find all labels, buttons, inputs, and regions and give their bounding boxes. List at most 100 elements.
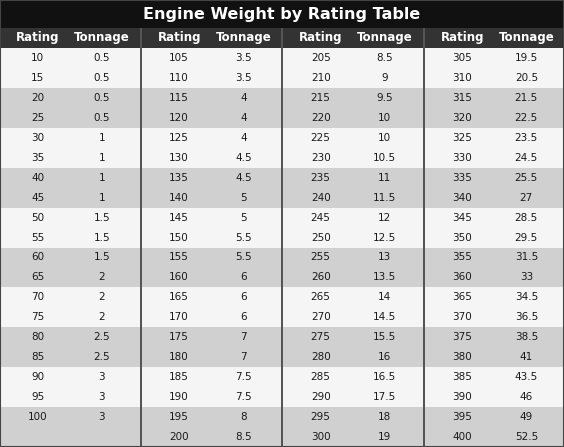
Text: 16.5: 16.5 <box>373 372 396 382</box>
Bar <box>425 108 564 128</box>
Text: 125: 125 <box>169 133 189 143</box>
Text: 11: 11 <box>378 173 391 183</box>
Bar <box>283 387 422 407</box>
Bar <box>0 427 139 447</box>
Text: 260: 260 <box>311 272 331 283</box>
Bar <box>425 267 564 287</box>
Text: 22.5: 22.5 <box>515 113 538 123</box>
Text: 8.5: 8.5 <box>235 432 252 442</box>
Bar <box>0 48 564 447</box>
Text: 195: 195 <box>169 412 189 422</box>
Text: 2: 2 <box>99 312 105 322</box>
Text: 4.5: 4.5 <box>235 153 252 163</box>
Text: 290: 290 <box>311 392 331 402</box>
Text: 225: 225 <box>311 133 331 143</box>
Text: 135: 135 <box>169 173 189 183</box>
Bar <box>283 248 422 267</box>
Bar <box>281 28 283 447</box>
Text: 85: 85 <box>31 352 45 362</box>
Bar <box>0 387 139 407</box>
Text: 165: 165 <box>169 292 189 302</box>
Text: 80: 80 <box>31 332 44 342</box>
Text: 65: 65 <box>31 272 45 283</box>
Bar <box>283 108 422 128</box>
Bar <box>0 68 139 88</box>
Text: 285: 285 <box>311 372 331 382</box>
Text: 55: 55 <box>31 232 45 243</box>
Text: 75: 75 <box>31 312 45 322</box>
Bar <box>425 148 564 168</box>
Bar <box>0 267 139 287</box>
Text: 33: 33 <box>519 272 533 283</box>
Text: 235: 235 <box>311 173 331 183</box>
Bar <box>142 228 281 248</box>
Text: 9: 9 <box>381 73 388 83</box>
Text: 21.5: 21.5 <box>515 93 538 103</box>
Bar <box>425 347 564 367</box>
Bar <box>283 287 422 308</box>
Text: 0.5: 0.5 <box>94 113 110 123</box>
Bar <box>283 407 422 427</box>
Text: 0.5: 0.5 <box>94 73 110 83</box>
Bar <box>0 347 139 367</box>
Text: 320: 320 <box>452 113 472 123</box>
Bar <box>142 68 281 88</box>
Text: 8: 8 <box>240 412 246 422</box>
Text: 28.5: 28.5 <box>515 213 538 223</box>
Bar <box>425 68 564 88</box>
Text: 1: 1 <box>99 133 105 143</box>
Bar <box>283 207 422 228</box>
Text: 40: 40 <box>31 173 44 183</box>
Bar <box>425 48 564 68</box>
Bar <box>0 367 139 387</box>
Text: 120: 120 <box>169 113 189 123</box>
Text: 180: 180 <box>169 352 189 362</box>
Text: 5.5: 5.5 <box>235 253 252 262</box>
Text: 345: 345 <box>452 213 472 223</box>
Text: Tonnage: Tonnage <box>499 31 554 45</box>
Bar <box>425 88 564 108</box>
Text: 2.5: 2.5 <box>94 352 110 362</box>
Text: 14.5: 14.5 <box>373 312 396 322</box>
Text: 6: 6 <box>240 312 246 322</box>
Text: 13: 13 <box>378 253 391 262</box>
Bar <box>283 88 422 108</box>
Bar <box>425 168 564 188</box>
Text: 27: 27 <box>519 193 533 202</box>
Text: 400: 400 <box>452 432 472 442</box>
Text: 140: 140 <box>169 193 189 202</box>
Text: 6: 6 <box>240 272 246 283</box>
Bar <box>142 207 281 228</box>
Text: 130: 130 <box>169 153 189 163</box>
Text: 24.5: 24.5 <box>515 153 538 163</box>
Text: 315: 315 <box>452 93 472 103</box>
Text: 205: 205 <box>311 53 331 63</box>
Text: 31.5: 31.5 <box>515 253 538 262</box>
Text: 220: 220 <box>311 113 331 123</box>
Bar <box>283 267 422 287</box>
Bar <box>0 228 139 248</box>
Text: 1.5: 1.5 <box>94 253 110 262</box>
Bar <box>142 108 281 128</box>
Bar <box>283 48 422 68</box>
Bar <box>0 308 139 327</box>
Bar <box>0 327 139 347</box>
Text: 20: 20 <box>31 93 44 103</box>
Bar <box>142 287 281 308</box>
Text: 15: 15 <box>31 73 45 83</box>
Bar <box>142 148 281 168</box>
Bar <box>283 148 422 168</box>
Text: 1: 1 <box>99 153 105 163</box>
Text: 295: 295 <box>311 412 331 422</box>
Text: 255: 255 <box>311 253 331 262</box>
Text: 215: 215 <box>311 93 331 103</box>
Bar <box>142 88 281 108</box>
Text: 10: 10 <box>31 53 44 63</box>
Text: 190: 190 <box>169 392 189 402</box>
Text: Rating: Rating <box>299 31 342 45</box>
Bar <box>0 48 139 68</box>
Text: 105: 105 <box>169 53 189 63</box>
Bar <box>283 347 422 367</box>
Text: 270: 270 <box>311 312 331 322</box>
Bar <box>0 28 564 48</box>
